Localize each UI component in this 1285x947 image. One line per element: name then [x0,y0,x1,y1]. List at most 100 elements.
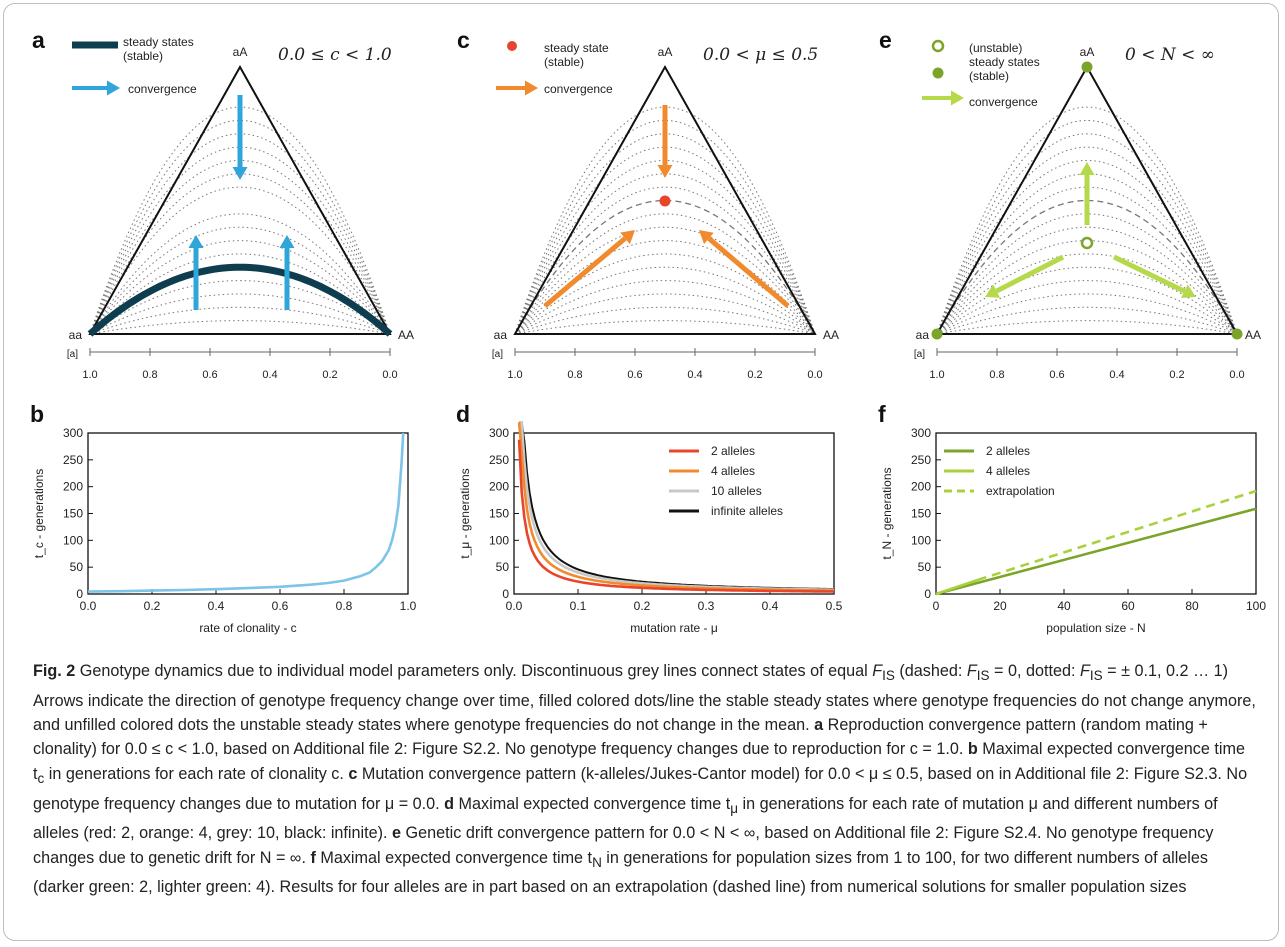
fis-dotted-curve [936,186,1238,335]
y-tick-label: 100 [489,533,509,547]
figure-canvas: aA aa AA 1.0 0.8 0.6 0.4 0.2 0.0 [a] a 0.0 ≤ c < 1.… [30,27,1266,635]
legend-arrow-convergence-head [107,80,120,96]
corner-label-aA: aA [658,45,673,59]
x-tick-label: 0.6 [272,599,289,613]
legend-label: infinite alleles [711,504,783,518]
ternary-tick-label: 0.2 [322,369,337,381]
fis-dotted-curve [514,306,816,335]
fis-dotted-curve [514,226,816,335]
legend-label-convergence: convergence [128,82,197,96]
caption-text: in generations for population sizes from… [33,848,1208,897]
x-tick-label: 0 [933,599,940,613]
fis-dotted-curve [936,320,1238,335]
panel-letter-d: d [456,401,470,427]
x-tick-label: 0.2 [144,599,161,613]
fis-dotted-curve [89,240,391,335]
legend-dot-stable [932,67,944,79]
fis-dotted-curve [89,186,391,335]
caption-fis-sub: IS [882,668,895,684]
legend-label-steady-state-2: (stable) [123,49,163,63]
y-tick-label: 150 [63,507,83,521]
y-tick-label: 300 [63,426,83,440]
y-tick-label: 200 [489,480,509,494]
ternary-tick-label: 1.0 [929,369,944,381]
ternary-tick-label: 0.6 [1049,369,1064,381]
panel-range-a: 0.0 ≤ c < 1.0 [278,45,392,65]
caption-text: = 0, dotted: [989,662,1080,680]
y-tick-label: 0 [502,587,509,601]
fis-dotted-curve [514,293,816,335]
ternary-axis-unit: [a] [492,349,503,360]
y-tick-label: 0 [924,587,931,601]
panel-letter-e: e [879,27,892,53]
corner-label-AA: AA [398,328,414,342]
caption-panel-f-text: Maximal expected convergence time t [315,848,593,867]
panel-letter-f: f [878,401,886,427]
y-tick-label: 250 [63,453,83,467]
fis-dotted-curve [514,320,816,335]
ternary-tick-label: 0.0 [382,369,397,381]
legend-label-convergence: convergence [544,82,613,96]
caption-panel-d-text: Maximal expected convergence time t [454,794,731,813]
legend-label: extrapolation [986,484,1055,498]
caption-sub: μ [730,800,739,816]
ternary-axis-unit: [a] [914,349,925,360]
series-line-4 [519,421,835,591]
convergence-arrow-left-shaft [543,236,627,308]
panel-range-e: 0 < N < ∞ [1125,45,1215,65]
ternary-tick-label: 0.4 [262,369,277,381]
unstable-steady-state-point [1080,236,1094,250]
fis-dotted-curve [936,133,1238,335]
legend-dot-unstable [931,39,945,53]
fis-dotted-curve [514,266,816,335]
fis-dotted-curve [936,293,1238,335]
caption-panel-c-text: Mutation convergence pattern (k-alleles/… [33,764,1248,813]
caption-fis: F [872,662,883,680]
caption-fis: F [1079,662,1090,680]
x-tick-label: 20 [993,599,1007,613]
corner-label-aa: aa [494,328,508,342]
ternary-tick-label: 1.0 [82,369,97,381]
fis-dotted-curve [936,266,1238,335]
x-tick-label: 1.0 [400,599,417,613]
caption-fis-sub: IS [1089,668,1103,684]
fis-dotted-curve [936,306,1238,335]
convergence-arrow-left-head [620,230,635,245]
series-line-2-alleles [935,507,1257,596]
legend-label: 4 alleles [711,464,755,478]
x-tick-label: 40 [1057,599,1071,613]
caption-panel-e-label: e [392,824,402,843]
x-tick-label: 0.3 [698,599,715,613]
caption-text: (dashed: [894,662,967,680]
corner-label-AA: AA [1245,328,1261,342]
x-tick-label: 60 [1121,599,1135,613]
fis-dotted-curve [936,213,1238,335]
x-tick-label: 0.0 [80,599,97,613]
y-tick-label: 0 [76,587,83,601]
convergence-arrow-right-shaft [707,236,790,308]
x-tick-label: 0.2 [634,599,651,613]
caption-panel-c-label: c [348,764,358,783]
caption-fig-label: Fig. 2 [33,662,76,680]
series-line-tc [88,433,405,593]
legend-label-steady-states: steady states [969,55,1040,69]
legend-arrow-convergence-head [525,80,538,96]
fis-dotted-curve [89,306,391,335]
plot-frame [935,432,1257,595]
caption-fis-sub: IS [976,668,990,684]
x-axis-label: mutation rate - μ [630,621,718,635]
legend-label-unstable: (unstable) [969,41,1022,55]
ternary-tick-label: 0.0 [1229,369,1244,381]
ternary-tick-label: 1.0 [507,369,522,381]
corner-label-aA: aA [233,45,248,59]
steady-state-curve [87,263,393,337]
x-tick-label: 0.4 [762,599,779,613]
caption-panel-b-text: Maximal expected convergence time t [33,740,1245,783]
ternary-tick-label: 0.2 [1169,369,1184,381]
x-tick-label: 80 [1185,599,1199,613]
convergence-arrow-left-head [985,284,1000,298]
stable-point-aa [931,328,943,340]
panel-letter-b: b [30,401,44,427]
caption-sub: N [592,854,602,870]
ternary-triangle [88,64,392,335]
